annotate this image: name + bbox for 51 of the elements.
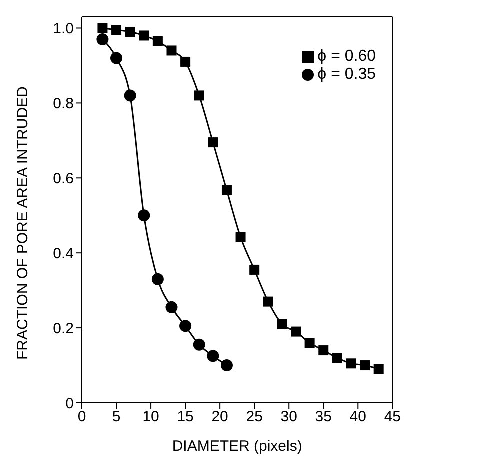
y-tick-label: 0.2 <box>53 320 74 338</box>
point <box>152 273 164 286</box>
x-tick-label: 10 <box>142 408 160 426</box>
point <box>236 232 246 242</box>
point <box>125 26 136 37</box>
point <box>318 346 329 356</box>
point <box>277 319 288 330</box>
y-tick-label: 1.0 <box>53 20 74 38</box>
point <box>138 210 150 222</box>
legend-label: ϕ = 0.35 <box>318 66 376 83</box>
point <box>360 360 370 371</box>
point <box>180 56 191 67</box>
point <box>263 296 274 307</box>
point <box>96 33 109 46</box>
point <box>166 46 177 56</box>
x-axis-title: DIAMETER (pixels) <box>172 438 302 455</box>
point <box>112 25 122 36</box>
x-tick-label: 0 <box>78 408 86 426</box>
x-tick-label: 25 <box>246 408 263 426</box>
x-tick-label: 45 <box>384 408 401 426</box>
x-tick-label: 15 <box>177 408 194 426</box>
point <box>346 358 356 369</box>
y-tick-label: 0.6 <box>53 170 74 188</box>
x-tick-label: 35 <box>315 408 332 426</box>
point <box>124 90 136 102</box>
point <box>220 360 233 372</box>
point <box>166 301 178 314</box>
y-tick-label: 0.8 <box>53 96 74 113</box>
point <box>193 338 206 351</box>
point <box>250 264 260 275</box>
y-tick-label: 0.4 <box>53 245 74 262</box>
point <box>139 30 150 41</box>
point <box>304 338 315 348</box>
point <box>291 326 302 337</box>
point <box>194 90 204 101</box>
point <box>98 23 108 34</box>
point <box>374 364 384 374</box>
point <box>152 36 163 46</box>
y-axis-title: FRACTION OF PORE AREA INTRUDED <box>14 86 32 360</box>
point <box>222 186 232 196</box>
point <box>180 320 192 332</box>
y-tick-label: 0 <box>66 395 74 412</box>
point <box>208 138 218 148</box>
x-tick-label: 40 <box>350 408 366 426</box>
legend-label: ϕ = 0.60 <box>318 48 376 65</box>
x-tick-label: 5 <box>112 408 121 426</box>
point <box>332 353 342 364</box>
point <box>207 350 220 362</box>
x-tick-label: 20 <box>212 408 228 426</box>
point <box>110 52 123 64</box>
x-tick-label: 30 <box>280 408 298 426</box>
